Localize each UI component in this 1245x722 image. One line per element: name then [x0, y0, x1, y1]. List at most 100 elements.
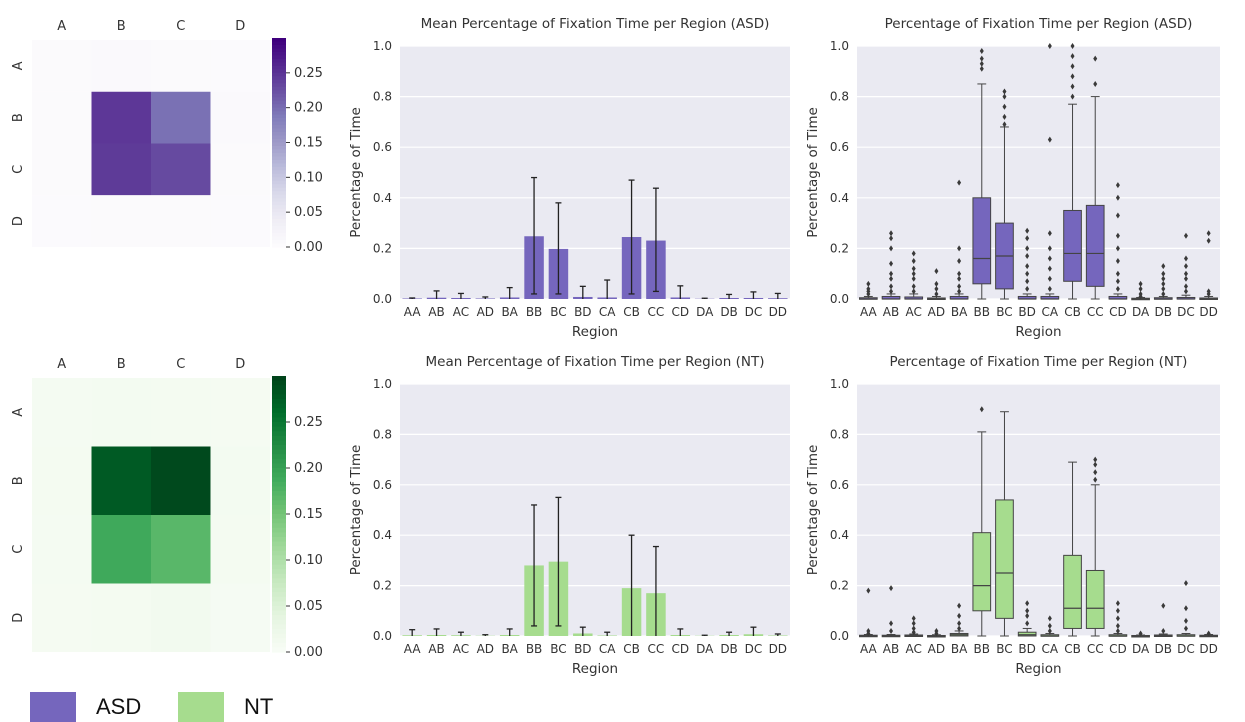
box-chart-5-x-tick-label: CD: [1109, 642, 1127, 656]
outlier-point: [1070, 83, 1075, 90]
colorbar-tick-label: 0.05: [294, 599, 323, 614]
colorbar-segment: [272, 93, 286, 98]
outlier-point: [1025, 278, 1030, 285]
colorbar-segment: [272, 125, 286, 130]
box-chart-5-x-tick-label: CB: [1064, 642, 1081, 656]
outlier-point: [957, 288, 962, 295]
colorbar-segment: [272, 431, 286, 437]
box: [995, 499, 1014, 619]
colorbar-segment: [272, 638, 286, 644]
colorbar-segment: [272, 380, 286, 386]
colorbar-segment: [272, 156, 286, 161]
outlier-point: [889, 235, 894, 242]
box-chart-5-y-tick-label: 1.0: [830, 377, 849, 391]
heatmap-y-tick-label: A: [11, 61, 26, 70]
outlier-point: [1025, 227, 1030, 234]
box: [1085, 204, 1105, 287]
outlier-point: [1047, 285, 1052, 292]
heatmap-cell: [32, 378, 92, 447]
bar-chart-1-y-tick-label: 0.8: [373, 90, 392, 104]
colorbar-segment: [272, 486, 286, 492]
colorbar-segment: [272, 198, 286, 203]
outlier-point: [1093, 461, 1098, 468]
bar-chart-4-x-tick-label: DA: [696, 642, 714, 656]
colorbar-tick-label: 0.00: [294, 645, 323, 660]
bar-chart-1-x-tick-label: BD: [574, 305, 591, 319]
heatmap-cell: [151, 378, 211, 447]
outlier-point: [1138, 280, 1143, 287]
outlier-point: [889, 283, 894, 290]
colorbar-segment: [272, 97, 286, 102]
heatmap-cell: [151, 91, 211, 144]
colorbar-segment: [272, 560, 286, 566]
colorbar-segment: [272, 454, 286, 460]
bar-chart-1-x-tick-label: DD: [769, 305, 787, 319]
colorbar-segment: [272, 606, 286, 612]
bar-chart-4-title: Mean Percentage of Fixation Time per Reg…: [426, 354, 765, 370]
colorbar-tick-label: 0.25: [294, 66, 323, 81]
colorbar-segment: [272, 647, 286, 653]
colorbar-segment: [272, 69, 286, 74]
outlier-point: [911, 265, 916, 272]
colorbar-segment: [272, 491, 286, 497]
outlier-point: [979, 60, 984, 67]
outlier-point: [1138, 285, 1143, 292]
box-chart-5-x-tick-label: CC: [1087, 642, 1104, 656]
colorbar-segment: [272, 180, 286, 185]
outlier-point: [979, 65, 984, 72]
box: [1063, 554, 1082, 629]
box-chart-2-x-tick-label: DD: [1199, 305, 1217, 319]
outlier-point: [957, 620, 962, 627]
heatmap-cell: [91, 583, 151, 652]
colorbar-segment: [272, 537, 286, 543]
outlier-point: [1115, 600, 1120, 607]
outlier-point: [911, 615, 916, 622]
box-chart-5-x-tick-label: BC: [996, 642, 1012, 656]
colorbar-segment: [272, 633, 286, 639]
box-chart-2-y-tick-label: 0.8: [830, 90, 849, 104]
colorbar-segment: [272, 578, 286, 584]
box-chart-2-x-tick-label: CC: [1087, 305, 1104, 319]
bar-chart-4: 0.0 0.2 0.4 0.6 0.8 1.0 AA AB AC AD BA BB BC BD CA CB CC…: [348, 354, 790, 677]
heatmap-cell: [210, 583, 270, 652]
colorbar-segment: [272, 449, 286, 455]
bar-chart-1-x-tick-label: AB: [428, 305, 444, 319]
bar-chart-1-x-tick-label: DB: [720, 305, 737, 319]
colorbar-segment: [272, 118, 286, 123]
heatmap-cell: [32, 91, 92, 144]
bar-chart-4-x-tick-label: BC: [550, 642, 566, 656]
colorbar-segment: [272, 514, 286, 520]
legend-label-nt: NT: [244, 694, 274, 719]
heatmap-cell: [151, 40, 211, 92]
outlier-point: [1206, 230, 1211, 237]
outlier-point: [1183, 263, 1188, 270]
outlier-point: [911, 288, 916, 295]
outlier-point: [866, 285, 871, 292]
colorbar-segment: [272, 555, 286, 561]
bar-chart-1-x-tick-label: CB: [623, 305, 640, 319]
bar-chart-1-x-tick-label: BA: [501, 305, 518, 319]
outlier-point: [1115, 245, 1120, 252]
heatmap-cell: [151, 583, 211, 652]
outlier-point: [911, 629, 916, 636]
colorbar-tick-label: 0.15: [294, 136, 323, 151]
outlier-point: [1070, 93, 1075, 100]
heatmap-cell: [32, 583, 92, 652]
outlier-point: [866, 280, 871, 287]
bar-chart-4-y-tick-label: 0.4: [373, 528, 392, 542]
outlier-point: [1002, 93, 1007, 100]
box-chart-2-y-label: Percentage of Time: [805, 107, 821, 238]
outlier-point: [1002, 103, 1007, 110]
colorbar-segment: [272, 243, 286, 248]
box-chart-5-y-tick-label: 0.4: [830, 528, 849, 542]
figure-canvas: A B C DABCD0.000.050.100.150.200.250.00.20.…: [11, 16, 1220, 677]
colorbar-segment: [272, 215, 286, 220]
outlier-point: [1183, 605, 1188, 612]
colorbar-segment: [272, 128, 286, 133]
colorbar-segment: [272, 573, 286, 579]
colorbar-segment: [272, 435, 286, 441]
outlier-point: [1093, 55, 1098, 62]
heatmap-cell: [210, 40, 270, 92]
bar-chart-4-x-tick-label: BA: [501, 642, 518, 656]
colorbar-segment: [272, 149, 286, 154]
